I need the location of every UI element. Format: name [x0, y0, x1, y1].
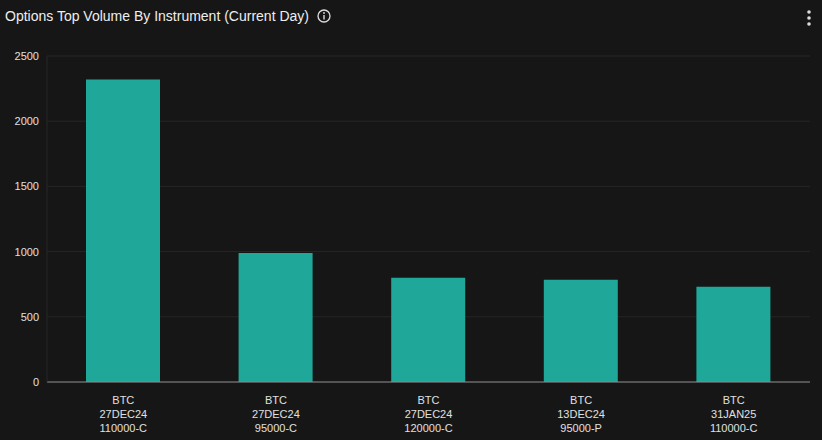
svg-text:BTC31JAN25110000-C: BTC31JAN25110000-C	[710, 394, 758, 434]
svg-text:BTC27DEC24110000-C: BTC27DEC24110000-C	[99, 394, 147, 434]
svg-text:500: 500	[21, 311, 39, 323]
svg-text:2500: 2500	[15, 50, 39, 62]
svg-text:1500: 1500	[15, 180, 39, 192]
html-text:Options Top Volume By Instrume: Options Top Volume By Instrument (Curren…	[5, 8, 309, 24]
svg-text:0: 0	[33, 376, 39, 388]
svg-text:1000: 1000	[15, 246, 39, 258]
svg-text:BTC27DEC24120000-C: BTC27DEC24120000-C	[404, 394, 452, 434]
svg-text:2000: 2000	[15, 115, 39, 127]
svg-text:BTC27DEC2495000-C: BTC27DEC2495000-C	[252, 394, 300, 434]
svg-text:BTC13DEC2495000-P: BTC13DEC2495000-P	[557, 394, 605, 434]
